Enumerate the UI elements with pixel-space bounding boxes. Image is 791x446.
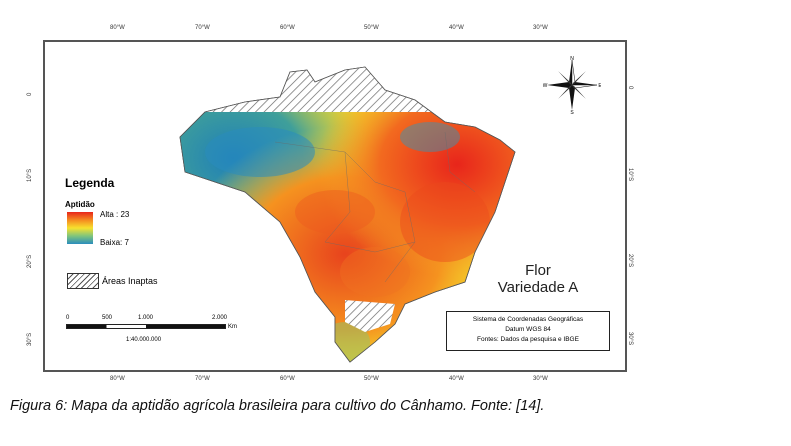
compass-w: W [543,83,548,89]
lat-tick-30s-right: 30°S [627,332,633,346]
lon-tick-30w-top: 30°W [533,25,548,31]
scale-ratio: 1:40.000.000 [126,337,162,343]
legend-low-label: Baixa: 7 [100,238,129,247]
compass-n: N [570,56,574,62]
lat-tick-20s-left: 20°S [27,254,33,268]
legend-inapt-label: Áreas Inaptas [102,276,158,286]
lon-tick-80w-bottom: 80°W [110,376,125,382]
scale-label-0: 0 [66,315,70,321]
coordinate-info-box: Sistema de Coordenadas Geográficas Datum… [446,311,610,351]
legend-title: Legenda [65,176,115,190]
lat-tick-10s-left: 10°S [27,168,33,182]
info-line-1: Sistema de Coordenadas Geográficas [472,316,584,323]
lon-tick-80w-top: 80°W [110,25,125,31]
lat-tick-0-right: 0 [627,86,633,90]
lat-tick-20s-right: 20°S [627,254,633,268]
lon-tick-70w-top: 70°W [195,25,210,31]
legend-color-ramp [67,212,93,244]
map-title: Flor Variedade A [488,262,588,296]
info-line-3: Fontes: Dados da pesquisa e IBGE [477,336,579,343]
lon-tick-70w-bottom: 70°W [195,376,210,382]
lat-tick-10s-right: 10°S [627,168,633,182]
lon-tick-60w-top: 60°W [280,25,295,31]
scale-label-2000: 2.000 [212,315,228,321]
lon-tick-50w-bottom: 50°W [364,376,379,382]
lon-tick-40w-top: 40°W [449,25,464,31]
lon-tick-60w-bottom: 60°W [280,376,295,382]
info-line-2: Datum WGS 84 [505,326,551,333]
lon-tick-50w-top: 50°W [364,25,379,31]
legend-high-label: Alta : 23 [100,210,130,219]
lon-tick-40w-bottom: 40°W [449,376,464,382]
figure-caption: Figura 6: Mapa da aptidão agrícola brasi… [10,398,545,414]
inapt-area-south [345,300,395,332]
scale-unit: Km [228,324,237,330]
map-title-line1: Flor [525,262,551,279]
scale-label-1000: 1.000 [138,315,154,321]
compass-s: S [570,110,574,114]
compass-e: E [598,83,601,89]
lat-tick-0-left: 0 [27,92,33,96]
brazil-border [179,66,516,363]
legend-inapt-swatch [67,273,99,289]
scale-label-500: 500 [102,315,113,321]
lon-tick-30w-bottom: 30°W [533,376,548,382]
state-borders [274,131,476,283]
inapt-area-north-band [195,82,455,110]
lat-tick-30s-left: 30°S [27,332,33,346]
map-title-line2: Variedade A [497,279,579,296]
legend-aptidao-label: Aptidão [65,200,95,209]
compass-rose-icon: N S W E [543,56,601,114]
scale-bar-graphic [66,324,226,329]
